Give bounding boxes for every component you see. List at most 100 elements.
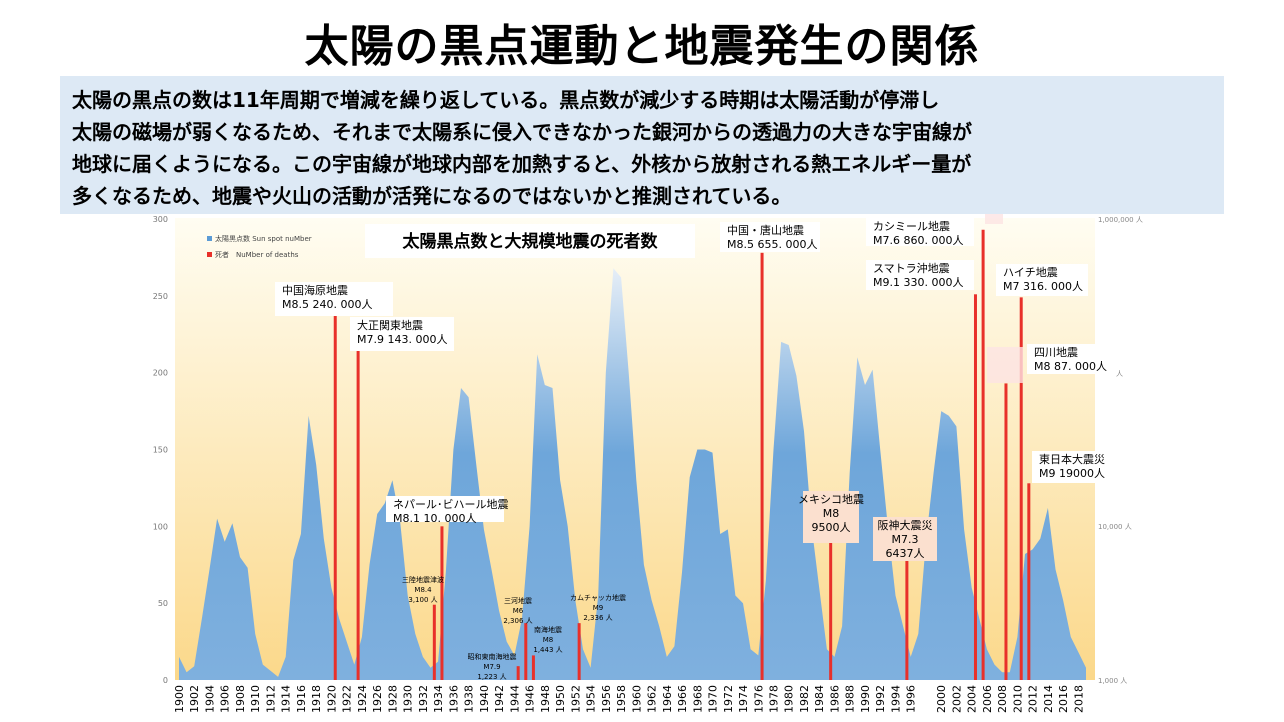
x-tick-label: 1910 — [249, 685, 262, 713]
x-tick-label: 1940 — [478, 685, 491, 713]
quake-detail: M9.1 330. 000人 — [873, 276, 963, 289]
highlight-marker — [985, 214, 1003, 224]
x-tick-label: 1978 — [768, 685, 781, 713]
quake-name: ハイチ地震 — [1003, 266, 1058, 279]
x-tick-label: 1986 — [828, 685, 841, 713]
y2-tick-label: 10,000 人 — [1098, 523, 1132, 531]
x-tick-label: 1996 — [905, 685, 918, 713]
x-tick-label: 1942 — [493, 685, 506, 713]
x-tick-label: 1950 — [554, 685, 567, 713]
quake-name: 南海地震 — [534, 625, 562, 634]
chart-title: 太陽黒点数と大規模地震の死者数 — [403, 231, 659, 252]
quake-deaths: 1,223 人 — [477, 673, 506, 681]
quake-detail: M8 — [543, 636, 554, 644]
quake-name: 阪神大震災 — [878, 518, 933, 532]
legend-label: 死者 NuMber of deaths — [215, 251, 299, 259]
x-tick-label: 2008 — [996, 685, 1009, 713]
quake-detail: M8.5 240. 000人 — [282, 298, 372, 311]
x-tick-label: 1900 — [173, 685, 186, 713]
x-tick-label: 1994 — [889, 685, 902, 713]
death-bar — [829, 530, 833, 680]
quake-label: 三河地震 M6 2,306 人 — [503, 596, 532, 625]
x-tick-label: 1930 — [402, 685, 415, 713]
death-bar — [981, 229, 985, 681]
quake-name: スマトラ沖地震 — [873, 262, 950, 275]
x-tick-label: 2010 — [1011, 685, 1024, 713]
y2-tick-label: 1,000 人 — [1098, 677, 1127, 685]
x-tick-label: 1984 — [813, 685, 826, 713]
x-tick-label: 2006 — [981, 685, 994, 713]
x-tick-label: 1966 — [676, 685, 689, 713]
x-tick-label: 1958 — [615, 685, 628, 713]
quake-detail: M8.4 — [414, 586, 432, 594]
x-tick-label: 1992 — [874, 685, 887, 713]
description-line-2: 太陽の磁場が弱くなるため、それまで太陽系に侵入できなかった銀河からの透過力の大き… — [72, 120, 972, 144]
quake-deaths: 2,336 人 — [583, 614, 612, 622]
death-bar — [516, 666, 520, 680]
quake-name: 大正関東地震 — [357, 318, 423, 332]
sunspot-area — [179, 268, 1086, 680]
quake-label: 三陸地震津波 M8.4 3,100 人 — [402, 575, 444, 604]
x-tick-label: 1912 — [264, 685, 277, 713]
quake-detail: M8 87. 000人 — [1034, 360, 1107, 373]
quake-deaths: 1,443 人 — [533, 646, 562, 654]
x-tick-label: 1934 — [432, 685, 445, 713]
quake-name: 昭和東南海地震 — [468, 652, 517, 661]
death-bar — [1019, 297, 1023, 680]
quake-label: 南海地震 M8 1,443 人 — [533, 625, 562, 654]
y-tick-label: 300 — [153, 215, 168, 224]
page-title: 太陽の黒点運動と地震発生の関係 — [304, 21, 980, 72]
x-tick-label: 1932 — [417, 685, 430, 713]
x-tick-label: 1948 — [539, 685, 552, 713]
quake-deaths: 9500人 — [812, 521, 851, 534]
x-tick-label: 2000 — [935, 685, 948, 713]
x-tick-label: 1922 — [341, 685, 354, 713]
y-tick-label: 250 — [153, 292, 168, 301]
death-bar — [1004, 383, 1008, 680]
death-bar — [333, 314, 337, 680]
y-tick-label: 100 — [153, 522, 168, 531]
x-tick-label: 2016 — [1057, 685, 1070, 713]
quake-name: 四川地震 — [1034, 346, 1078, 359]
quake-deaths: 6437人 — [886, 547, 925, 560]
death-bar — [1027, 483, 1031, 680]
x-tick-label: 1964 — [661, 685, 674, 713]
legend-marker — [207, 252, 212, 257]
chart-title-box: 太陽黒点数と大規模地震の死者数 — [365, 224, 695, 258]
x-tick-label: 1976 — [752, 685, 765, 713]
death-bar — [577, 623, 581, 680]
quake-detail: M7 316. 000人 — [1003, 280, 1083, 293]
quake-label: 昭和東南海地震 M7.9 1,223 人 — [468, 652, 517, 681]
quake-detail: M7.9 — [483, 663, 500, 671]
x-tick-label: 1956 — [600, 685, 613, 713]
x-tick-label: 1924 — [356, 685, 369, 713]
quake-name: カムチャッカ地震 — [570, 593, 626, 602]
description-line-4: 多くなるため、地震や火山の活動が活発になるのではないかと推測されている。 — [72, 184, 792, 208]
legend: 太陽黒点数 Sun spot nuMber 死者 NuMber of deaths — [207, 234, 312, 259]
y2-tick-label: 1,000,000 人 — [1098, 216, 1143, 224]
x-tick-label: 2018 — [1072, 685, 1085, 713]
x-tick-label: 1974 — [737, 685, 750, 713]
description-line-3: 地球に届くようになる。この宇宙線が地球内部を加熱すると、外核から放射される熱エネ… — [72, 152, 972, 176]
quake-label: カムチャッカ地震 M9 2,336 人 — [570, 593, 626, 622]
x-tick-label: 1962 — [646, 685, 659, 713]
quake-name: 東日本大震災 — [1039, 452, 1105, 466]
quake-detail: M8.1 10. 000人 — [393, 512, 476, 525]
description-line-1: 太陽の黒点の数は11年周期で増減を繰り返している。黒点数が減少する時期は太陽活動… — [72, 88, 940, 112]
y2-tick-label: 人 — [1116, 370, 1123, 378]
death-bar — [760, 252, 764, 680]
quake-name: 中国海原地震 — [282, 283, 348, 297]
x-tick-label: 1982 — [798, 685, 811, 713]
quake-detail: M7.9 143. 000人 — [357, 333, 447, 346]
x-tick-label: 2014 — [1042, 685, 1055, 713]
x-tick-label: 1918 — [310, 685, 323, 713]
x-tick-label: 1970 — [707, 685, 720, 713]
death-bar — [356, 349, 360, 680]
quake-name: メキシコ地震 — [798, 493, 864, 506]
quake-detail: M9 — [593, 604, 604, 612]
